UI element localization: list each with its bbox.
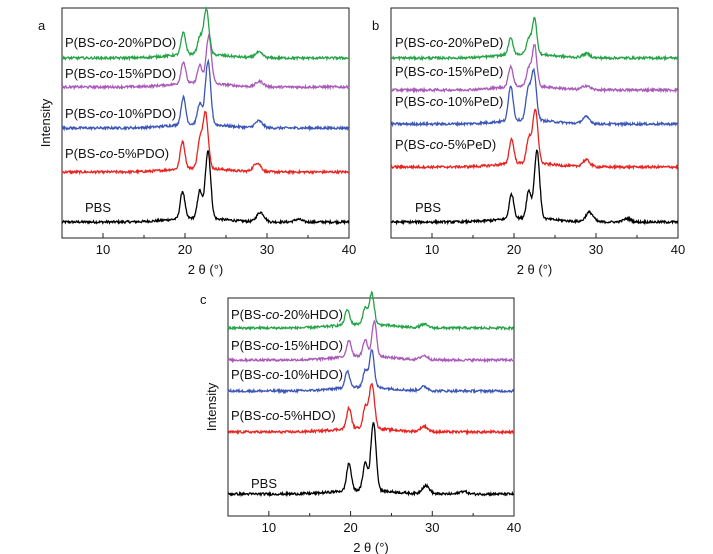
series-trace [61, 58, 350, 132]
series-trace [61, 5, 350, 62]
series-trace [390, 149, 679, 226]
series-trace [227, 382, 515, 436]
series-trace [61, 110, 350, 176]
x-axis-title: 2 θ (°) [517, 262, 553, 277]
series-label: P(BS-co-15%PeD) [395, 64, 503, 79]
series-label: PBS [85, 200, 111, 215]
panel-letter: c [200, 292, 207, 307]
series-trace [390, 16, 679, 62]
series-label: P(BS-co-5%PDO) [65, 146, 169, 161]
series-label: P(BS-co-10%PeD) [395, 94, 503, 109]
x-axis-title: 2 θ (°) [188, 262, 224, 277]
y-axis-title: Intensity [38, 98, 53, 147]
xrd-panel-c: 10 20 30 40 2 θ (°) Intensity c PBS P(BS-co-5%HD… [200, 290, 521, 554]
plot-frame [227, 297, 515, 517]
series-label: P(BS-co-10%HDO) [231, 367, 343, 382]
x-tick-label: 20 [507, 242, 521, 257]
x-tick-label: 40 [671, 242, 685, 257]
series-trace [61, 33, 350, 91]
series-trace [228, 421, 514, 498]
panel-letter: a [38, 18, 46, 33]
x-axis-title: 2 θ (°) [353, 540, 389, 554]
series-trace [61, 150, 350, 226]
series-trace [227, 349, 515, 395]
plot-frame [390, 7, 679, 239]
x-tick-label: 30 [260, 242, 274, 257]
x-tick-label: 30 [589, 242, 603, 257]
series-label: P(BS-co-10%PDO) [65, 106, 176, 121]
series-label: P(BS-co-5%HDO) [231, 408, 336, 423]
series-label: P(BS-co-20%PDO) [65, 35, 176, 50]
series-trace [227, 290, 515, 332]
x-tick-label: 20 [178, 242, 192, 257]
series-label: P(BS-co-15%PDO) [65, 66, 176, 81]
xrd-panel-b: 10 20 30 40 2 θ (°) b PBS P(BS-co-5%PeD) P(BS-co… [372, 7, 685, 277]
series-trace [390, 44, 679, 94]
series-label: PBS [251, 476, 277, 491]
series-label: P(BS-co-5%PeD) [395, 137, 496, 152]
x-tick-label: 40 [342, 242, 356, 257]
panel-letter: b [372, 18, 379, 33]
series-trace [227, 319, 515, 364]
x-tick-label: 20 [343, 520, 357, 535]
x-tick-label: 10 [262, 520, 276, 535]
y-axis-title: Intensity [204, 382, 219, 431]
series-label: P(BS-co-20%PeD) [395, 35, 503, 50]
series-label: P(BS-co-20%HDO) [231, 307, 343, 322]
plot-frame [61, 7, 350, 239]
x-tick-label: 40 [507, 520, 521, 535]
series-label: PBS [415, 200, 441, 215]
x-tick-label: 10 [96, 242, 110, 257]
x-tick-label: 10 [425, 242, 439, 257]
x-tick-label: 30 [425, 520, 439, 535]
xrd-panel-a: 10 20 30 40 2 θ (°) Intensity a PBS P(BS-co-5%PD… [38, 5, 356, 277]
series-trace [390, 108, 679, 171]
series-label: P(BS-co-15%HDO) [231, 338, 343, 353]
series-trace [390, 67, 679, 128]
